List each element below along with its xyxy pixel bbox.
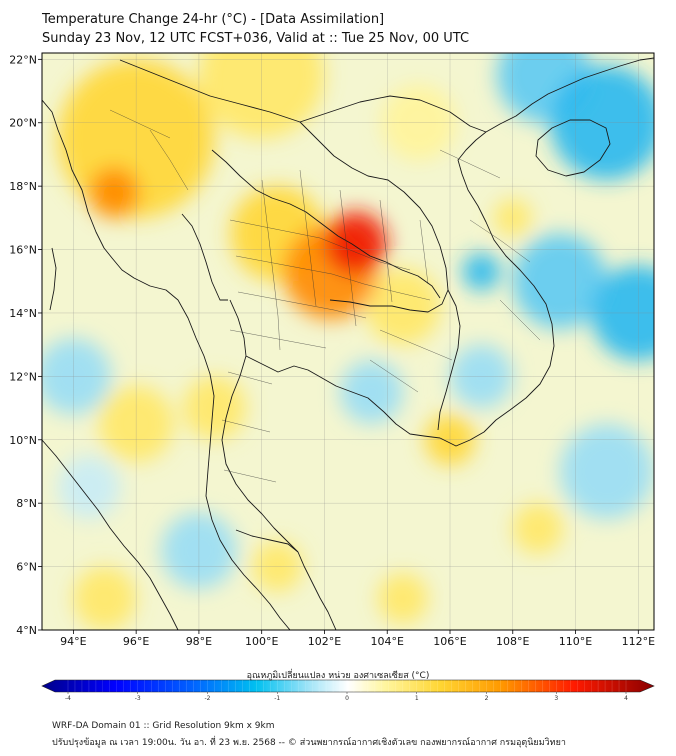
lon-tick-label: 96°E <box>123 635 149 648</box>
warm-anomaly <box>89 167 140 218</box>
map-title: Temperature Change 24-hr (°C) - [Data As… <box>42 12 385 27</box>
lon-tick-label: 110°E <box>559 635 592 648</box>
colorbar-tick-label: -4 <box>65 695 71 702</box>
lon-tick-label: 98°E <box>186 635 212 648</box>
colorbar: -4 -3 -2 -1 0 1 2 3 4 <box>41 679 655 702</box>
cool-anomaly <box>340 360 403 424</box>
cool-anomaly <box>559 423 654 520</box>
lat-tick-label: 4°N <box>16 624 37 637</box>
colorbar-tick-label: -3 <box>135 695 141 702</box>
lat-tick-label: 10°N <box>9 434 37 447</box>
warm-anomaly <box>324 211 388 275</box>
colorbar-tick-label: 4 <box>624 695 628 702</box>
map-frame <box>41 52 655 631</box>
gridlines <box>42 53 654 630</box>
lon-tick-label: 108°E <box>496 635 529 648</box>
lat-tick-label: 8°N <box>16 497 37 510</box>
colorbar-tick-label: 3 <box>554 695 558 702</box>
lon-tick-label: 112°E <box>622 635 655 648</box>
colorbar-tick-label: 2 <box>485 695 489 702</box>
footer-credit: ปรับปรุงข้อมูล ณ เวลา 19:00น. วัน อา. ที… <box>52 738 566 748</box>
axes: 94°E 96°E 98°E 100°E 102°E 104°E 106°E 108°E 110… <box>9 53 655 648</box>
lat-tick-label: 16°N <box>9 244 37 257</box>
lon-tick-label: 100°E <box>245 635 278 648</box>
lat-tick-label: 20°N <box>9 117 37 130</box>
warm-anomaly <box>73 566 137 630</box>
cool-anomaly <box>57 455 121 520</box>
lon-tick-label: 104°E <box>371 635 404 648</box>
lat-tick-label: 18°N <box>9 180 37 193</box>
map-subtitle: Sunday 23 Nov, 12 UTC FCST+036, Valid at… <box>42 31 470 46</box>
warm-anomaly <box>365 268 441 345</box>
warm-anomaly <box>183 376 246 440</box>
lat-tick-label: 22°N <box>9 53 37 66</box>
warm-anomaly <box>512 503 563 554</box>
warm-anomaly <box>377 572 429 624</box>
country-borders <box>42 57 654 630</box>
colorbar-scale <box>41 679 655 693</box>
colorbar-ticks: -4 -3 -2 -1 0 1 2 3 4 <box>65 680 628 702</box>
colorbar-tick-label: 1 <box>415 695 419 702</box>
lon-tick-label: 106°E <box>433 635 466 648</box>
colorbar-tick-label: -1 <box>274 695 280 702</box>
lat-tick-label: 14°N <box>9 307 37 320</box>
lon-tick-label: 94°E <box>60 635 86 648</box>
footer-model-info: WRF-DA Domain 01 :: Grid Resolution 9km … <box>52 721 275 731</box>
cool-anomaly <box>462 252 501 291</box>
colorbar-tick-label: -2 <box>205 695 211 702</box>
lon-tick-label: 102°E <box>308 635 341 648</box>
colorbar-tick-label: 0 <box>345 695 349 702</box>
lat-tick-label: 6°N <box>16 561 37 574</box>
province-borders <box>109 109 541 483</box>
cool-anomaly <box>512 233 607 329</box>
lat-tick-label: 12°N <box>9 370 37 383</box>
colorbar-label: อุณหภูมิเปลี่ยนแปลง หน่วย องศาเซลเซียส (… <box>246 671 430 681</box>
